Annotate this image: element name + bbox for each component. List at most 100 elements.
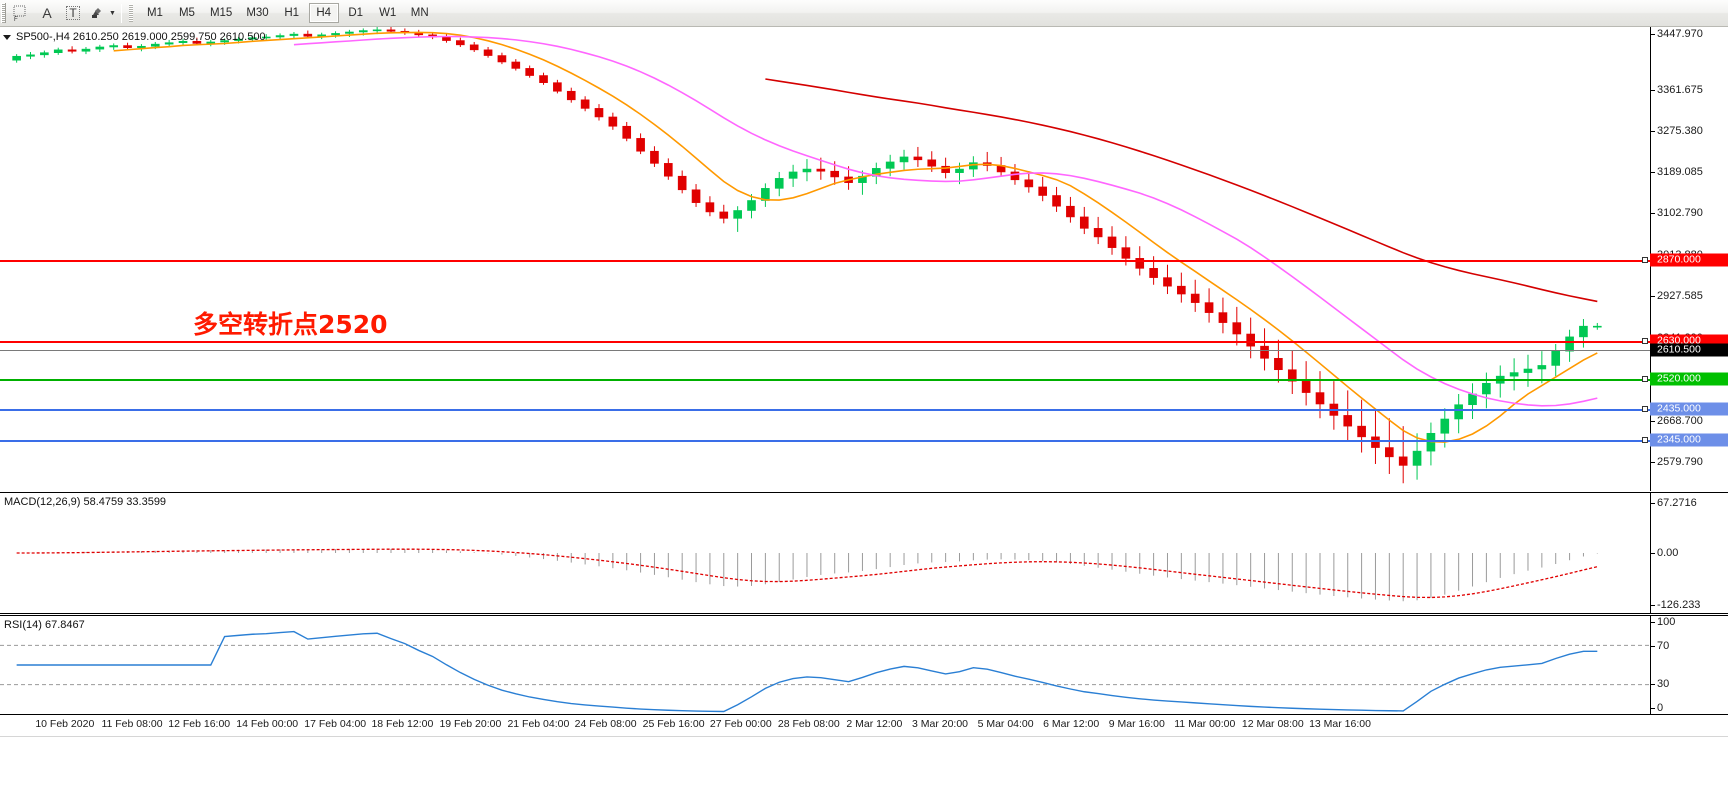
price-level-tag-2435.000[interactable]: 2435.000: [1650, 402, 1728, 416]
price-pane[interactable]: 多空转折点2520 3447.970 3361.675 3275.380 3189.0…: [0, 27, 1728, 675]
price-scale-tick: [1651, 172, 1655, 173]
shapes-tool-icon[interactable]: [86, 2, 112, 25]
price-level-line-2520.000[interactable]: [0, 379, 1650, 381]
time-axis-label: 14 Feb 00:00: [236, 718, 299, 730]
time-axis-label: 10 Feb 2020: [35, 718, 95, 730]
price-level-line-2630.000[interactable]: [0, 341, 1650, 343]
price-level-line-2870.000[interactable]: [0, 260, 1650, 262]
timeframe-button-m1[interactable]: M1: [146, 7, 163, 19]
price-scale-label: 2927.585: [1657, 290, 1703, 302]
timeframe-button-w1[interactable]: W1: [379, 7, 397, 19]
time-axis-label: 21 Feb 04:00: [507, 718, 570, 730]
macd-scale-tick: [1651, 605, 1655, 606]
time-axis-label: 18 Feb 12:00: [371, 718, 434, 730]
time-axis-label: 6 Mar 12:00: [1043, 718, 1100, 730]
macd-scale-label: -126.233: [1657, 599, 1701, 611]
price-level-handle-2520.000[interactable]: [1642, 376, 1648, 382]
candlestick-series: [12, 27, 1602, 484]
price-level-handle-2630.000[interactable]: [1642, 338, 1648, 344]
price-level-line-2610.500[interactable]: [0, 350, 1650, 351]
rsi-scale-tick: [1651, 646, 1655, 647]
toolbar-drag-handle[interactable]: [1, 3, 6, 23]
toolbar-separator: [120, 3, 122, 23]
price-scale-tick: [1651, 213, 1655, 214]
time-axis-label: 25 Feb 16:00: [642, 718, 705, 730]
price-plot[interactable]: 多空转折点2520: [0, 27, 1650, 491]
rsi-scale-tick: [1651, 622, 1655, 623]
price-scale-tick: [1651, 296, 1655, 297]
price-scale-label: 3189.085: [1657, 166, 1703, 178]
price-level-line-2345.000[interactable]: [0, 440, 1650, 442]
price-scale-tick: [1651, 131, 1655, 132]
price-scale-label: 3361.675: [1657, 84, 1703, 96]
macd-plot[interactable]: MACD(12,26,9) 58.4759 33.3599: [0, 493, 1650, 613]
price-level-handle-2345.000[interactable]: [1642, 437, 1648, 443]
timeframe-button-mn[interactable]: MN: [410, 7, 429, 19]
price-scale-label: 3447.970: [1657, 28, 1703, 40]
timeframe-button-h4[interactable]: H4: [308, 3, 339, 23]
time-axis-label: 19 Feb 20:00: [439, 718, 502, 730]
crosshair-glyph: F: [13, 5, 26, 21]
price-level-tag-2345.000[interactable]: 2345.000: [1650, 433, 1728, 447]
price-level-handle-2870.000[interactable]: [1642, 257, 1648, 263]
timeframe-button-m15[interactable]: M15: [209, 7, 233, 19]
time-axis-label: 12 Feb 16:00: [168, 718, 231, 730]
timeframe-drag-handle[interactable]: [128, 4, 133, 22]
price-scale-tick: [1651, 34, 1655, 35]
price-scale-tick: [1651, 462, 1655, 463]
macd-scale-tick: [1651, 553, 1655, 554]
macd-scale: 67.2716 0.00 -126.233: [1650, 493, 1728, 613]
rsi-plot[interactable]: RSI(14) 67.8467: [0, 616, 1650, 714]
macd-series: [16, 548, 1598, 602]
symbol-header: SP500-,H4 2610.250 2619.000 2599.750 261…: [3, 31, 266, 43]
letter-t-glyph: T: [66, 6, 80, 20]
price-level-tag-2870.000[interactable]: 2870.000: [1650, 253, 1728, 267]
letter-a-glyph: A: [42, 5, 52, 21]
chart-bottom-margin: [0, 736, 1728, 790]
price-scale-label: 2668.700: [1657, 415, 1703, 427]
price-scale-tick: [1651, 90, 1655, 91]
shapes-dropdown-caret-icon[interactable]: ▼: [109, 9, 116, 17]
rsi-scale-label: 0: [1657, 702, 1664, 714]
collapse-triangle-icon[interactable]: [3, 34, 11, 40]
price-level-tag-2520.000[interactable]: 2520.000: [1650, 372, 1728, 386]
time-axis-label: 2 Mar 12:00: [846, 718, 903, 730]
svg-text:F: F: [14, 17, 18, 21]
price-scale-label: 2579.790: [1657, 456, 1703, 468]
rsi-scale: 100 70 30 0: [1650, 616, 1728, 714]
time-axis-label: 17 Feb 04:00: [304, 718, 367, 730]
time-axis-label: 12 Mar 08:00: [1241, 718, 1304, 730]
text-tool-icon[interactable]: A: [34, 2, 60, 25]
timeframe-button-d1[interactable]: D1: [348, 7, 364, 19]
rsi-scale-tick: [1651, 684, 1655, 685]
rsi-label: RSI(14) 67.8467: [4, 619, 85, 631]
chart-annotation-text: 多空转折点2520: [193, 310, 388, 339]
time-axis-label: 3 Mar 20:00: [911, 718, 969, 730]
main-toolbar: F A T ▼ M1 M5 M15 M30 H1 H4 D1 W1 MN: [0, 0, 1728, 27]
time-axis-label: 27 Feb 00:00: [709, 718, 772, 730]
price-level-tag-2610.500[interactable]: 2610.500: [1650, 343, 1728, 357]
price-level-handle-2435.000[interactable]: [1642, 406, 1648, 412]
chart-area[interactable]: 多空转折点2520 3447.970 3361.675 3275.380 3189.0…: [0, 27, 1728, 790]
price-scale-tick: [1651, 421, 1655, 422]
timeframe-button-h1[interactable]: H1: [284, 7, 300, 19]
macd-pane[interactable]: MACD(12,26,9) 58.4759 33.3599 67.2716 0.0…: [0, 492, 1728, 614]
rsi-scale-label: 100: [1657, 616, 1676, 628]
time-axis[interactable]: 10 Feb 2020 11 Feb 08:00 12 Feb 16:00 14 Fe…: [0, 716, 1728, 736]
macd-scale-label: 67.2716: [1657, 497, 1697, 509]
rsi-pane[interactable]: RSI(14) 67.8467 100 70 30 0: [0, 615, 1728, 715]
time-axis-label: 28 Feb 08:00: [777, 718, 840, 730]
macd-scale-tick: [1651, 503, 1655, 504]
time-axis-label: 9 Mar 16:00: [1108, 718, 1165, 730]
macd-label: MACD(12,26,9) 58.4759 33.3599: [4, 496, 167, 508]
time-axis-label: 13 Mar 16:00: [1309, 718, 1371, 730]
crosshair-cursor-icon[interactable]: F: [8, 2, 34, 25]
timeframe-button-m5[interactable]: M5: [178, 7, 195, 19]
price-level-line-2435.000[interactable]: [0, 409, 1650, 411]
time-axis-label: 11 Feb 08:00: [101, 718, 163, 730]
timeframe-button-m30[interactable]: M30: [246, 7, 269, 19]
symbol-quote-text: SP500-,H4 2610.250 2619.000 2599.750 261…: [16, 31, 266, 43]
price-scale-label: 3275.380: [1657, 125, 1703, 137]
price-scale-label: 3102.790: [1657, 207, 1703, 219]
text-label-tool-icon[interactable]: T: [60, 2, 86, 25]
